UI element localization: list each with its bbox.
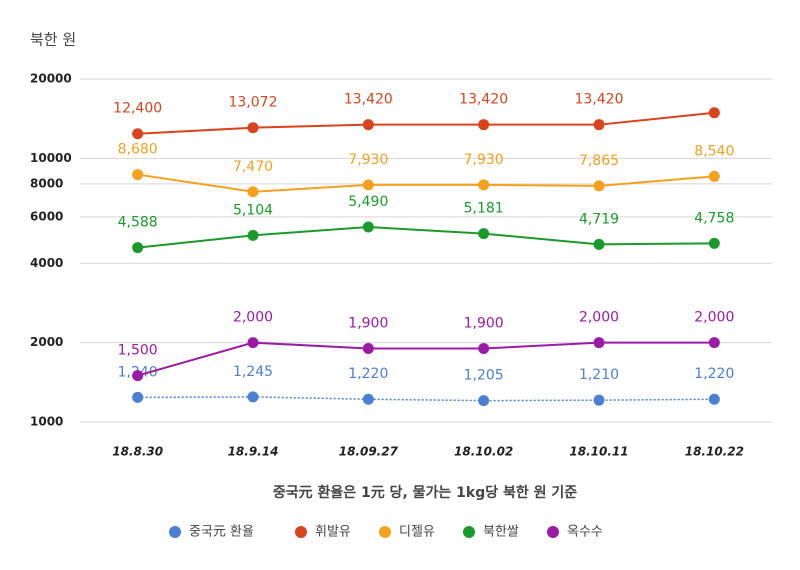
data-label: 5,181 [464, 201, 504, 217]
data-point [247, 186, 259, 198]
y-tick-label: 2000 [30, 335, 63, 349]
data-point [362, 179, 374, 191]
x-tick-label: 18.10.11 [569, 445, 628, 459]
data-label: 2,000 [694, 310, 734, 326]
data-label: 1,210 [579, 367, 619, 383]
legend-label: 디젤유 [399, 525, 435, 540]
legend-marker [295, 526, 307, 538]
data-point [478, 395, 490, 407]
legend-marker [169, 526, 181, 538]
data-point [132, 128, 144, 140]
data-point [478, 119, 490, 131]
y-axis-title: 북한 원 [30, 31, 76, 49]
series-line [137, 341, 715, 377]
data-label: 1,900 [464, 316, 504, 332]
data-point [247, 229, 259, 241]
legend-marker [547, 526, 559, 538]
data-label: 5,490 [348, 194, 388, 210]
data-label: 8,540 [694, 143, 734, 159]
data-point [593, 119, 605, 131]
legend-label: 북한쌀 [483, 525, 519, 540]
data-point [362, 393, 374, 405]
data-label: 13,420 [575, 92, 624, 108]
data-label: 4,588 [118, 215, 158, 231]
data-point [708, 170, 720, 182]
data-point [478, 343, 490, 355]
y-tick-label: 4000 [30, 256, 63, 270]
y-tick-label: 6000 [30, 209, 63, 223]
series-line [137, 173, 715, 193]
data-point [593, 337, 605, 349]
data-label: 1,205 [464, 368, 504, 384]
data-label: 1,500 [118, 343, 158, 359]
data-point [132, 391, 144, 403]
data-label: 13,420 [459, 92, 508, 108]
data-label: 13,420 [344, 92, 393, 108]
data-point [593, 180, 605, 192]
y-tick-label: 8000 [30, 176, 63, 190]
data-label: 4,758 [694, 210, 734, 226]
data-label: 4,719 [579, 211, 619, 227]
x-tick-label: 18.09.27 [339, 445, 399, 459]
x-axis-title: 중국元 환율은 1元 당, 물가는 1kg당 북한 원 기준 [273, 484, 577, 501]
x-tick-label: 18.10.22 [685, 445, 744, 459]
data-label: 13,072 [229, 95, 278, 111]
series-line [137, 396, 715, 402]
data-point [593, 394, 605, 406]
x-tick-label: 18.10.02 [454, 445, 513, 459]
legend-marker [463, 526, 475, 538]
data-point [132, 169, 144, 181]
data-label: 12,400 [113, 101, 162, 117]
data-point [708, 107, 720, 119]
x-tick-label: 18.8.30 [112, 445, 163, 459]
x-tick-label: 18.9.14 [228, 445, 279, 459]
legend-label: 휘발유 [315, 525, 351, 540]
data-point [247, 391, 259, 403]
data-label: 8,680 [118, 142, 158, 158]
y-tick-label: 20000 [30, 72, 72, 86]
data-point [362, 221, 374, 233]
data-point [478, 228, 490, 240]
legend-label: 옥수수 [567, 525, 603, 540]
y-tick-label: 1000 [30, 415, 63, 429]
data-point [708, 337, 720, 349]
data-label: 7,470 [233, 159, 273, 175]
legend-marker [379, 526, 391, 538]
series-line [137, 111, 715, 135]
data-point [708, 237, 720, 249]
data-label: 7,865 [579, 153, 619, 169]
y-tick-label: 10000 [30, 151, 72, 165]
data-label: 1,900 [348, 316, 388, 332]
data-label: 1,220 [694, 366, 734, 382]
data-label: 7,930 [464, 152, 504, 168]
data-point [362, 343, 374, 355]
legend-label: 중국元 환율 [189, 525, 254, 540]
data-label: 7,930 [348, 152, 388, 168]
data-point [708, 393, 720, 405]
data-label: 1,245 [233, 364, 273, 380]
data-point [362, 119, 374, 131]
data-point [132, 242, 144, 254]
series-line [137, 226, 715, 249]
data-point [247, 337, 259, 349]
data-point [132, 370, 144, 382]
data-label: 2,000 [579, 310, 619, 326]
data-point [247, 122, 259, 134]
data-label: 1,220 [348, 366, 388, 382]
data-point [593, 238, 605, 250]
data-point [478, 179, 490, 191]
data-label: 2,000 [233, 310, 273, 326]
data-label: 5,104 [233, 202, 273, 218]
